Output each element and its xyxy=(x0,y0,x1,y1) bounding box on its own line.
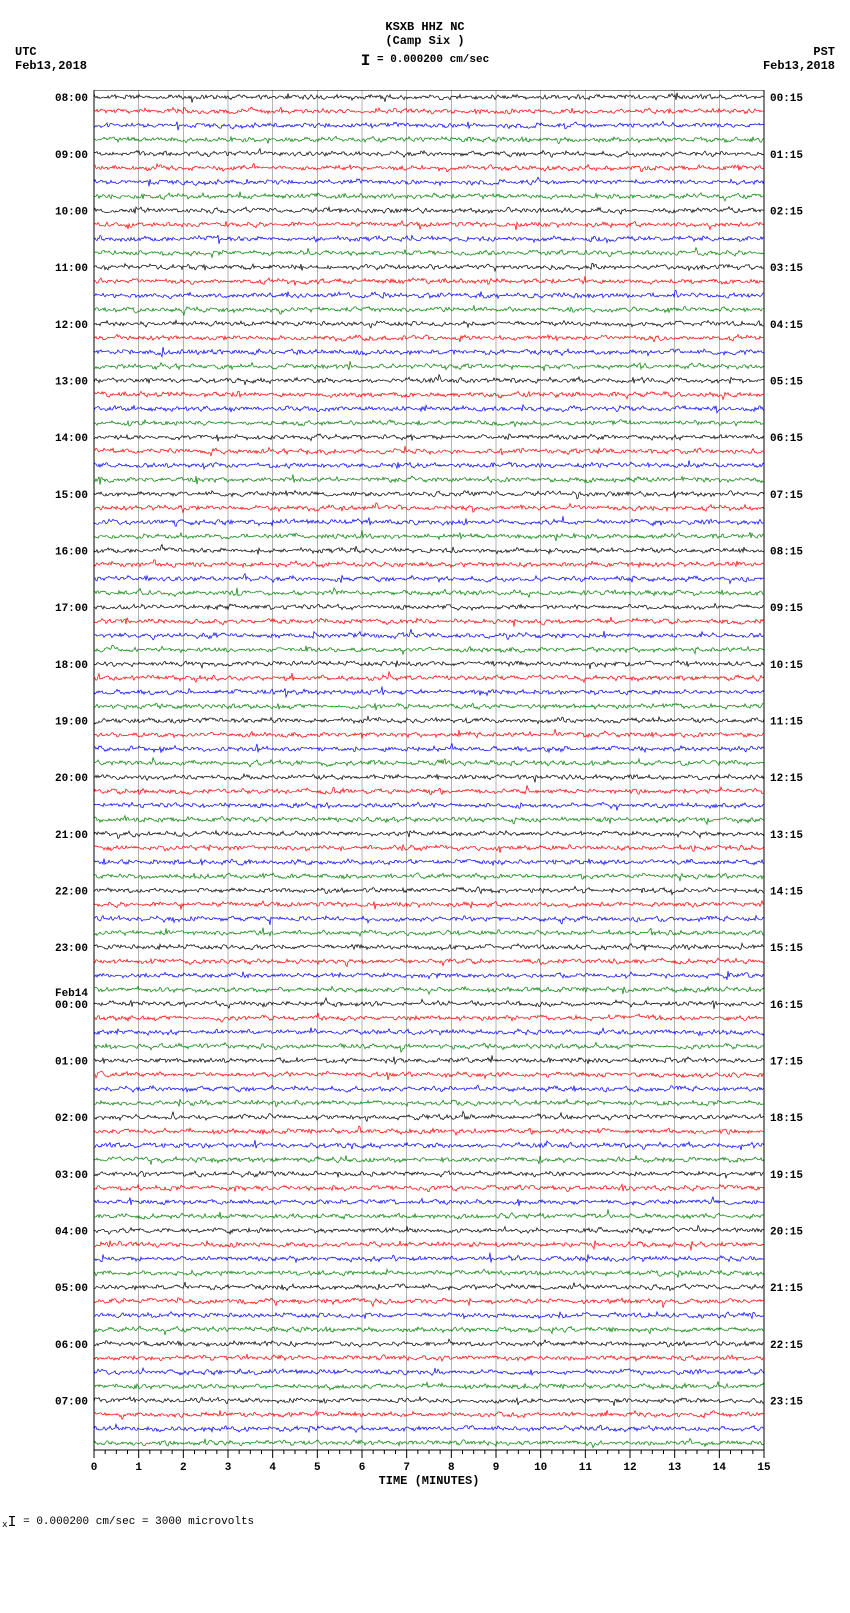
svg-text:8: 8 xyxy=(448,1462,455,1474)
seismogram-page: KSXB HHZ NC (Camp Six ) I = 0.000200 cm/… xyxy=(0,0,850,1541)
svg-text:23:15: 23:15 xyxy=(770,1396,803,1408)
svg-text:04:15: 04:15 xyxy=(770,320,803,332)
svg-text:17:00: 17:00 xyxy=(55,603,88,615)
svg-text:16:15: 16:15 xyxy=(770,1000,803,1012)
tz-right: PST Feb13,2018 xyxy=(763,45,835,73)
plot-area: 08:00 00:15 09:00 01:15 10:00 02:15 11:00 03:15… xyxy=(50,90,800,1494)
svg-text:19:15: 19:15 xyxy=(770,1170,803,1182)
svg-text:Feb14: Feb14 xyxy=(55,988,88,1000)
svg-text:6: 6 xyxy=(359,1462,366,1474)
tz-right-date: Feb13,2018 xyxy=(763,59,835,73)
svg-text:23:00: 23:00 xyxy=(55,943,88,955)
station-name: (Camp Six ) xyxy=(0,34,850,48)
svg-text:2: 2 xyxy=(180,1462,187,1474)
svg-text:00:00: 00:00 xyxy=(55,1000,88,1012)
svg-text:10:15: 10:15 xyxy=(770,660,803,672)
svg-text:16:00: 16:00 xyxy=(55,546,88,558)
svg-text:20:15: 20:15 xyxy=(770,1226,803,1238)
svg-text:00:15: 00:15 xyxy=(770,93,803,105)
svg-text:14:15: 14:15 xyxy=(770,886,803,898)
svg-text:22:15: 22:15 xyxy=(770,1340,803,1352)
svg-text:22:00: 22:00 xyxy=(55,886,88,898)
svg-text:21:00: 21:00 xyxy=(55,830,88,842)
svg-text:12:15: 12:15 xyxy=(770,773,803,785)
svg-text:11: 11 xyxy=(579,1462,593,1474)
seismogram-svg: 08:00 00:15 09:00 01:15 10:00 02:15 11:00 03:15… xyxy=(50,90,808,1490)
tz-left-label: UTC xyxy=(15,45,87,59)
svg-text:13:00: 13:00 xyxy=(55,376,88,388)
svg-text:18:00: 18:00 xyxy=(55,660,88,672)
svg-text:03:00: 03:00 xyxy=(55,1170,88,1182)
header: KSXB HHZ NC (Camp Six ) I = 0.000200 cm/… xyxy=(0,20,850,80)
svg-text:11:00: 11:00 xyxy=(55,263,88,275)
tz-left: UTC Feb13,2018 xyxy=(15,45,87,73)
svg-text:20:00: 20:00 xyxy=(55,773,88,785)
svg-text:12:00: 12:00 xyxy=(55,320,88,332)
svg-text:02:15: 02:15 xyxy=(770,206,803,218)
svg-text:4: 4 xyxy=(269,1462,276,1474)
svg-text:3: 3 xyxy=(225,1462,232,1474)
svg-text:10: 10 xyxy=(534,1462,547,1474)
footer-scale: xI = 0.000200 cm/sec = 3000 microvolts xyxy=(0,1494,850,1541)
svg-text:07:00: 07:00 xyxy=(55,1396,88,1408)
svg-text:11:15: 11:15 xyxy=(770,716,803,728)
svg-text:17:15: 17:15 xyxy=(770,1056,803,1068)
svg-text:14:00: 14:00 xyxy=(55,433,88,445)
svg-text:15:15: 15:15 xyxy=(770,943,803,955)
svg-text:5: 5 xyxy=(314,1462,321,1474)
svg-text:19:00: 19:00 xyxy=(55,716,88,728)
scale-indicator: I = 0.000200 cm/sec xyxy=(0,52,850,70)
svg-text:12: 12 xyxy=(623,1462,636,1474)
svg-text:06:00: 06:00 xyxy=(55,1340,88,1352)
svg-text:03:15: 03:15 xyxy=(770,263,803,275)
svg-text:13: 13 xyxy=(668,1462,682,1474)
svg-text:15: 15 xyxy=(757,1462,771,1474)
svg-text:08:00: 08:00 xyxy=(55,93,88,105)
svg-text:15:00: 15:00 xyxy=(55,490,88,502)
svg-text:13:15: 13:15 xyxy=(770,830,803,842)
svg-text:TIME (MINUTES): TIME (MINUTES) xyxy=(379,1474,480,1488)
svg-text:10:00: 10:00 xyxy=(55,206,88,218)
svg-text:09:00: 09:00 xyxy=(55,150,88,162)
svg-text:05:15: 05:15 xyxy=(770,376,803,388)
svg-text:0: 0 xyxy=(91,1462,98,1474)
svg-text:1: 1 xyxy=(135,1462,142,1474)
svg-text:08:15: 08:15 xyxy=(770,546,803,558)
tz-right-label: PST xyxy=(763,45,835,59)
svg-text:09:15: 09:15 xyxy=(770,603,803,615)
svg-text:14: 14 xyxy=(713,1462,727,1474)
station-id: KSXB HHZ NC xyxy=(0,20,850,34)
svg-text:9: 9 xyxy=(493,1462,500,1474)
svg-text:06:15: 06:15 xyxy=(770,433,803,445)
svg-text:7: 7 xyxy=(403,1462,410,1474)
svg-text:07:15: 07:15 xyxy=(770,490,803,502)
svg-text:01:15: 01:15 xyxy=(770,150,803,162)
svg-text:05:00: 05:00 xyxy=(55,1283,88,1295)
svg-text:18:15: 18:15 xyxy=(770,1113,803,1125)
tz-left-date: Feb13,2018 xyxy=(15,59,87,73)
svg-text:04:00: 04:00 xyxy=(55,1226,88,1238)
svg-text:21:15: 21:15 xyxy=(770,1283,803,1295)
svg-text:01:00: 01:00 xyxy=(55,1056,88,1068)
svg-text:02:00: 02:00 xyxy=(55,1113,88,1125)
